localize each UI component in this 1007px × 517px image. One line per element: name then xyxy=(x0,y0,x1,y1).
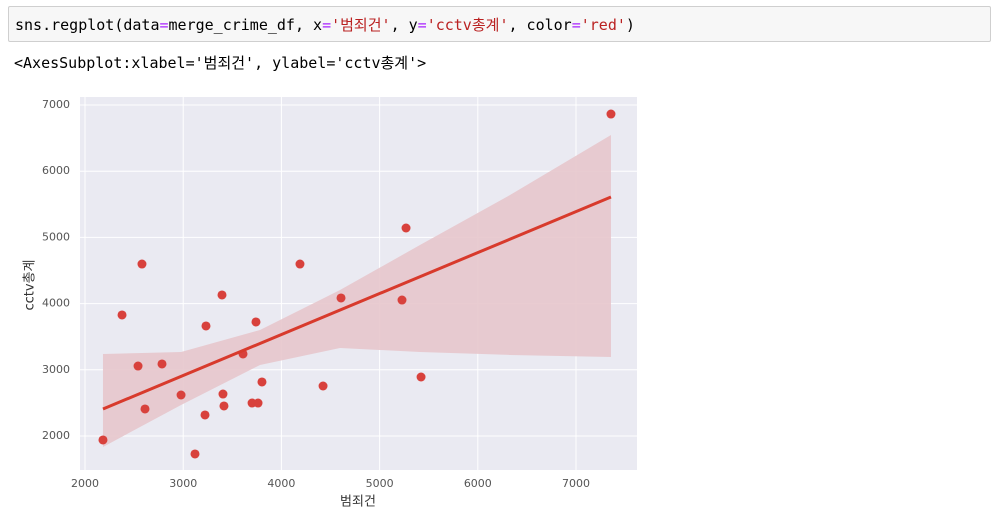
x-tick-label: 3000 xyxy=(169,477,197,490)
y-tick-label: 5000 xyxy=(42,230,70,243)
point xyxy=(416,372,426,382)
code-token: , color xyxy=(508,16,572,34)
x-tick-label: 4000 xyxy=(267,477,295,490)
point xyxy=(295,259,305,269)
point xyxy=(200,410,210,420)
point xyxy=(137,259,147,269)
code-token: sns.regplot(data xyxy=(15,16,160,34)
code-token: = xyxy=(159,16,169,34)
point xyxy=(401,223,411,233)
point xyxy=(336,293,346,303)
point xyxy=(201,321,211,331)
point xyxy=(219,401,229,411)
x-axis-label: 범죄건 xyxy=(340,495,376,510)
code-token: 'red' xyxy=(580,16,626,34)
code-token: = xyxy=(417,16,427,34)
y-tick-label: 6000 xyxy=(42,164,70,177)
y-tick-label: 4000 xyxy=(42,297,70,310)
regression-line xyxy=(102,195,612,411)
code-token: ) xyxy=(625,16,635,34)
point xyxy=(318,381,328,391)
point xyxy=(157,359,167,369)
point xyxy=(253,398,263,408)
x-tick-label: 2000 xyxy=(71,477,99,490)
point xyxy=(606,109,616,119)
code-token: 'cctv총계' xyxy=(426,16,509,34)
code-token: = xyxy=(322,16,332,34)
y-tick-label: 7000 xyxy=(42,98,70,111)
point xyxy=(190,449,200,459)
point xyxy=(218,389,228,399)
x-tick-label: 6000 xyxy=(464,477,492,490)
code-token: '범죄건' xyxy=(331,16,391,34)
x-tick-label: 7000 xyxy=(562,477,590,490)
code-token: = xyxy=(571,16,581,34)
point xyxy=(133,361,143,371)
code-token: merge_crime_df, x xyxy=(168,16,323,34)
point xyxy=(251,317,261,327)
code-token: , y xyxy=(390,16,418,34)
y-axis-label: cctv총계 xyxy=(23,259,38,310)
output-text: <AxesSubplot:xlabel='범죄건', ylabel='cctv총… xyxy=(14,54,427,72)
point xyxy=(98,435,108,445)
y-tick-label: 3000 xyxy=(42,363,70,376)
point xyxy=(176,390,186,400)
x-tick-label: 5000 xyxy=(366,477,394,490)
point xyxy=(397,295,407,305)
point xyxy=(257,377,267,387)
point xyxy=(217,290,227,300)
point xyxy=(117,310,127,320)
confidence-band xyxy=(102,134,611,447)
code-cell[interactable]: sns.regplot(data=merge_crime_df, x='범죄건'… xyxy=(8,6,991,42)
y-tick-label: 2000 xyxy=(42,429,70,442)
point xyxy=(140,404,150,414)
